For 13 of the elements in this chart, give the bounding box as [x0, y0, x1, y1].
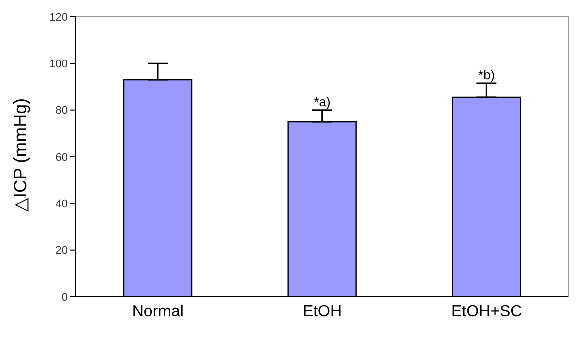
x-tick-label: EtOH+SC — [451, 303, 522, 320]
annotation: *a) — [314, 94, 331, 110]
annotation: *b) — [478, 68, 496, 82]
y-tick-label: 100 — [50, 58, 68, 71]
y-tick-label: 80 — [56, 105, 68, 118]
y-axis-title: △ICP (mmHg) — [10, 98, 30, 212]
y-tick-label: 60 — [56, 152, 68, 164]
x-tick-label: EtOH — [302, 303, 342, 320]
y-tick-label: 20 — [56, 245, 68, 258]
y-tick-label: 40 — [56, 198, 68, 211]
y-tick-label: 0 — [62, 292, 68, 304]
y-tick-label: 120 — [50, 12, 68, 24]
x-tick-label: Normal — [132, 303, 184, 320]
